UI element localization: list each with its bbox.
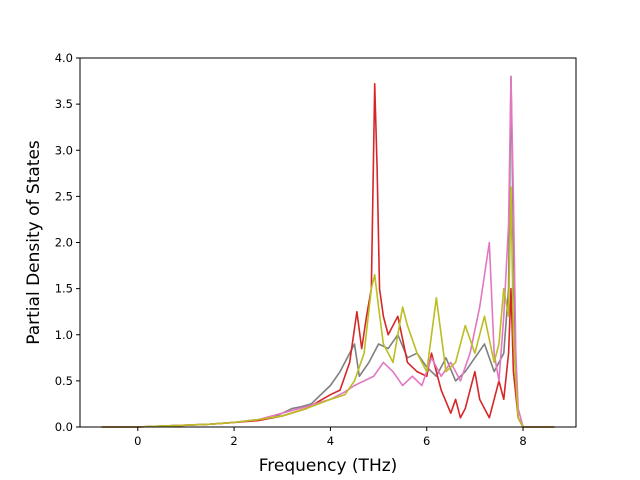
y-tick-label: 0.5 <box>55 374 73 388</box>
y-axis-title: Partial Density of States <box>24 140 44 345</box>
y-tick-label: 3.0 <box>55 143 73 157</box>
x-tick-label: 4 <box>327 434 334 448</box>
x-axis-ticks: 0 2 4 6 8 <box>134 427 527 448</box>
x-tick-label: 8 <box>519 434 526 448</box>
y-tick-label: 3.5 <box>55 97 73 111</box>
y-tick-label: 1.0 <box>55 328 73 342</box>
y-tick-label: 2.0 <box>55 236 73 250</box>
series-line-4 <box>101 186 555 428</box>
x-tick-label: 6 <box>423 434 430 448</box>
y-axis-ticks: 0.0 0.5 1.0 1.5 2.0 2.5 3.0 3.5 4.0 <box>55 51 80 434</box>
series-layer <box>101 75 555 428</box>
x-axis-title: Frequency (THz) <box>259 456 398 476</box>
y-tick-label: 4.0 <box>55 51 73 65</box>
plot-frame <box>79 57 577 428</box>
y-tick-label: 0.0 <box>55 420 73 434</box>
x-tick-label: 2 <box>230 434 237 448</box>
y-tick-label: 2.5 <box>55 189 73 203</box>
x-tick-label: 0 <box>134 434 141 448</box>
y-tick-label: 1.5 <box>55 282 73 296</box>
